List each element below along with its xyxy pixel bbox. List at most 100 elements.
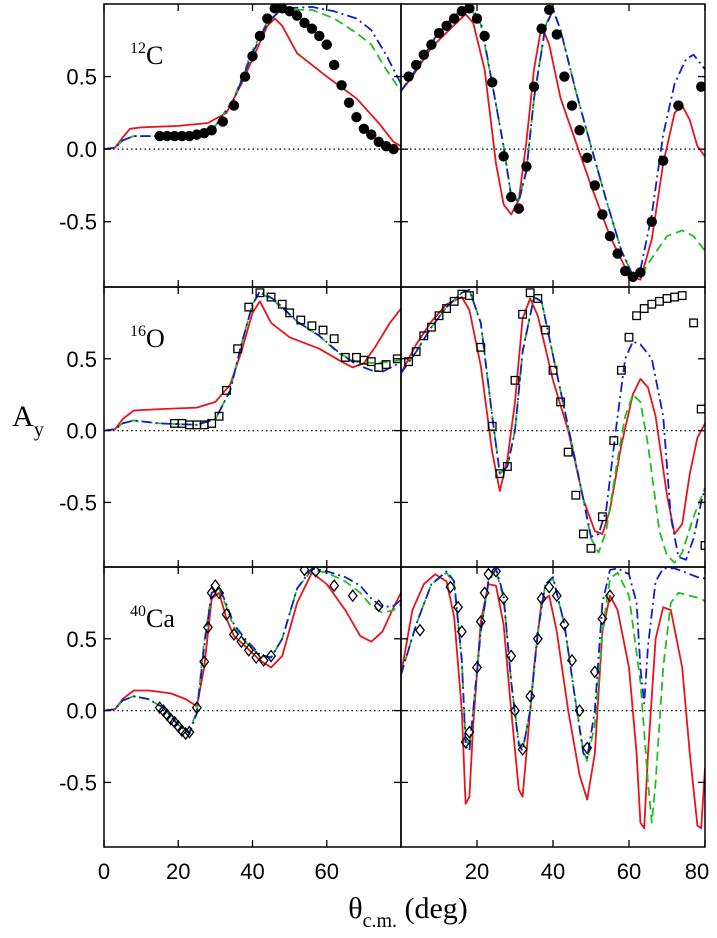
data-point bbox=[243, 643, 254, 657]
data-point bbox=[475, 614, 486, 629]
nucleus-symbol: Ca bbox=[146, 604, 175, 633]
nucleus-symbol: O bbox=[146, 324, 165, 353]
data-point bbox=[566, 653, 578, 667]
data-point bbox=[662, 294, 672, 303]
data-point bbox=[479, 586, 490, 600]
data-point bbox=[559, 71, 570, 82]
x-tick-label: 40 bbox=[240, 859, 264, 884]
x-tick-label: 80 bbox=[685, 859, 709, 884]
data-point bbox=[381, 360, 391, 369]
data-point bbox=[266, 649, 277, 663]
data-point bbox=[510, 375, 520, 385]
y-tick-label: 0.0 bbox=[66, 419, 97, 444]
data-point bbox=[509, 704, 521, 718]
data-point bbox=[487, 77, 498, 88]
data-point bbox=[449, 13, 460, 24]
data-point bbox=[582, 152, 593, 164]
y-tick-label: 0.5 bbox=[66, 65, 97, 90]
x-axis-title: θc.m. (deg) bbox=[348, 892, 468, 932]
data-point bbox=[366, 357, 376, 367]
y-tick-label: 0.0 bbox=[66, 699, 97, 724]
data-point bbox=[639, 304, 649, 313]
data-point bbox=[490, 567, 502, 578]
data-point bbox=[329, 579, 340, 593]
y-tick-label: -0.5 bbox=[59, 490, 97, 515]
plot-area bbox=[401, 288, 705, 564]
data-point bbox=[521, 161, 532, 172]
data-point bbox=[403, 71, 414, 82]
nucleus-mass: 12 bbox=[130, 40, 146, 57]
data-point bbox=[646, 216, 657, 227]
data-point bbox=[366, 129, 377, 140]
svg-text:Ay: Ay bbox=[12, 400, 44, 441]
green-dashed-curve bbox=[401, 289, 705, 564]
data-point bbox=[419, 331, 429, 341]
data-point bbox=[566, 100, 578, 111]
row-c: -0.5 0.0 0.5 12C bbox=[59, 3, 706, 288]
data-point bbox=[426, 39, 437, 50]
data-point bbox=[161, 130, 173, 142]
data-point bbox=[597, 612, 608, 626]
x-tick-label: 40 bbox=[541, 859, 565, 884]
green-dashed-curve bbox=[401, 569, 705, 824]
green-dashed-curve bbox=[401, 6, 705, 278]
data-point bbox=[347, 589, 358, 603]
data-point bbox=[574, 704, 585, 718]
blue-dash-dot-curve bbox=[401, 289, 705, 561]
panel-grid: -0.50.00.512C-0.50.00.516O-0.50.00.540Ca… bbox=[59, 3, 709, 884]
data-point bbox=[476, 342, 486, 352]
data-point bbox=[336, 80, 347, 91]
data-point bbox=[700, 541, 705, 550]
data-point bbox=[460, 735, 471, 749]
data-point bbox=[551, 29, 562, 40]
panel-o-right bbox=[400, 286, 706, 568]
data-point bbox=[176, 130, 188, 142]
data-point bbox=[214, 411, 224, 421]
data-point bbox=[236, 635, 247, 649]
data-point bbox=[647, 299, 657, 309]
data-point bbox=[291, 10, 303, 21]
data-point bbox=[533, 294, 543, 303]
data-point bbox=[285, 308, 295, 318]
data-point bbox=[244, 302, 254, 312]
blue-dash-dot-curve bbox=[104, 567, 401, 735]
data-point bbox=[258, 653, 269, 667]
red-solid-curve bbox=[401, 13, 705, 281]
data-point bbox=[696, 81, 705, 92]
data-point bbox=[239, 71, 251, 82]
plot-area bbox=[104, 567, 401, 741]
data-point bbox=[479, 30, 490, 42]
data-point bbox=[627, 271, 638, 283]
data-point bbox=[464, 4, 475, 14]
data-point bbox=[597, 512, 607, 522]
data-point bbox=[214, 586, 225, 600]
data-point bbox=[506, 649, 517, 663]
data-point bbox=[299, 17, 310, 29]
data-point bbox=[318, 325, 328, 335]
data-point bbox=[654, 296, 664, 306]
data-point bbox=[306, 23, 318, 34]
x-tick-label: 20 bbox=[166, 859, 190, 884]
data-point bbox=[180, 726, 191, 741]
data-point bbox=[277, 299, 287, 309]
data-point bbox=[228, 627, 239, 642]
y-tick-label: 0.0 bbox=[66, 137, 97, 162]
data-point bbox=[464, 725, 475, 739]
data-point bbox=[689, 318, 699, 328]
y-axis-title-main: A bbox=[12, 400, 34, 433]
data-point bbox=[571, 490, 581, 500]
data-point bbox=[586, 543, 596, 553]
data-point bbox=[612, 248, 623, 259]
data-point bbox=[616, 365, 626, 375]
data-point bbox=[202, 620, 213, 634]
data-point bbox=[374, 362, 384, 372]
data-point bbox=[255, 288, 265, 298]
data-point bbox=[563, 447, 573, 457]
data-point bbox=[445, 580, 456, 594]
x-tick-label: 20 bbox=[465, 859, 489, 884]
x-axis-title-main: θ bbox=[348, 892, 362, 925]
data-point bbox=[532, 632, 543, 646]
y-axis-title: Ay bbox=[12, 400, 44, 441]
